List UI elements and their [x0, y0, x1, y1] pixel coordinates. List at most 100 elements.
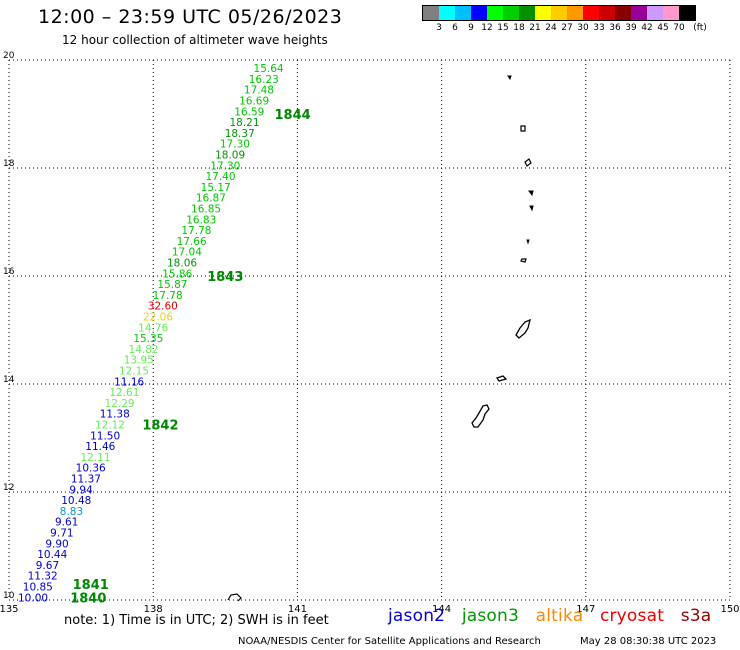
wave-height-label: 14.76 [138, 322, 168, 334]
wave-height-label: 9.61 [55, 517, 78, 529]
wave-height-label: 17.04 [172, 247, 202, 259]
legend-label: 18 [513, 23, 525, 33]
wave-height-label: 15.64 [254, 63, 284, 75]
island-alamagan [528, 190, 534, 197]
wave-height-label: 32.60 [148, 301, 178, 313]
legend-swatch [423, 6, 439, 20]
satellite-s3a: s3a [680, 606, 712, 626]
legend-swatch [615, 6, 631, 20]
chart-subtitle: 12 hour collection of altimeter wave hei… [62, 33, 328, 47]
legend-label: 70 [673, 23, 685, 33]
wave-height-label: 15.17 [201, 182, 231, 194]
wave-height-label: 18.06 [167, 258, 197, 270]
wave-height-label: 9.71 [50, 528, 73, 540]
wave-height-label: 17.48 [244, 85, 274, 97]
wave-height-label: 11.46 [85, 441, 115, 453]
x-tick-label: 138 [144, 604, 163, 615]
islands [227, 75, 534, 602]
island-guam [471, 404, 490, 428]
island-agrihan [520, 125, 526, 132]
island-guguan [529, 205, 534, 212]
legend-label: 27 [561, 23, 573, 33]
wave-height-label: 17.40 [205, 171, 235, 183]
island-saipan-tinian [515, 318, 531, 339]
timestamp: May 28 08:30:38 UTC 2023 [580, 636, 717, 647]
wave-height-label: 12.61 [109, 387, 139, 399]
wave-height-label: 16.69 [239, 96, 269, 108]
legend-swatches [422, 5, 696, 21]
x-tick-label: 141 [288, 604, 307, 615]
wave-height-label: 9.67 [36, 560, 59, 572]
wave-height-label: 15.86 [162, 268, 192, 280]
pass-number-label: 1843 [207, 270, 243, 285]
wave-height-label: 10.00 [18, 592, 48, 604]
legend-swatch [551, 6, 567, 20]
data-points: 15.6416.2317.4816.6916.5918.2118.3717.30… [18, 63, 284, 604]
legend-swatch [503, 6, 519, 20]
legend-swatch [679, 6, 695, 20]
wave-height-label: 16.87 [196, 193, 226, 205]
wave-height-label: 9.90 [45, 538, 68, 550]
legend-label: 39 [625, 23, 637, 33]
wave-height-label: 14.82 [129, 344, 159, 356]
legend-labels: 3 6 9 12 15 18 21 24 27 30 33 36 39 42 45 70 (ft) [422, 21, 707, 33]
wave-height-label: 12.15 [119, 366, 149, 378]
wave-height-label: 12.29 [105, 398, 135, 410]
y-tick-label: 16 [3, 267, 15, 277]
wave-height-label: 10.44 [37, 549, 67, 561]
legend-label: 45 [657, 23, 669, 33]
legend-label: 21 [529, 23, 541, 33]
island-anatahan [520, 258, 527, 263]
legend-swatch [487, 6, 503, 20]
legend-swatch [471, 6, 487, 20]
legend-label: 33 [593, 23, 605, 33]
satellite-cryosat: cryosat [599, 606, 665, 626]
wave-height-label: 12.11 [80, 452, 110, 464]
island-farallon [507, 75, 512, 81]
credit-text: NOAA/NESDIS Center for Satellite Applica… [238, 636, 541, 647]
color-legend: 3 6 9 12 15 18 21 24 27 30 33 36 39 42 45 70 (ft) [422, 5, 707, 33]
wave-height-label: 17.30 [220, 139, 250, 151]
x-tick-label: 144 [432, 604, 451, 615]
x-tick-label: 150 [720, 604, 739, 615]
satellite-jason2: jason2 [388, 606, 446, 626]
legend-label: 30 [577, 23, 589, 33]
wave-height-label: 15.35 [133, 333, 163, 345]
legend-swatch [439, 6, 455, 20]
wave-height-label: 13.95 [124, 355, 154, 367]
legend-label: 36 [609, 23, 621, 33]
island-small-south [227, 593, 242, 602]
legend-label: 9 [468, 23, 474, 33]
legend-swatch [519, 6, 535, 20]
pass-number-label: 1842 [142, 419, 178, 434]
wave-height-label: 18.21 [229, 117, 259, 129]
wave-height-label: 16.85 [191, 204, 221, 216]
satellite-altika: altika [535, 606, 584, 626]
wave-height-label: 15.87 [157, 279, 187, 291]
y-tick-label: 18 [3, 159, 15, 169]
legend-label: 3 [436, 23, 442, 33]
wave-height-label: 16.23 [249, 74, 279, 86]
legend-label: 24 [545, 23, 557, 33]
legend-swatch [663, 6, 679, 20]
pass-number-label: 1840 [70, 591, 106, 606]
wave-height-label: 11.37 [71, 474, 101, 486]
wave-height-label: 17.66 [177, 236, 207, 248]
wave-height-label: 10.36 [76, 463, 106, 475]
y-tick-label: 12 [3, 483, 14, 493]
legend-label: 42 [641, 23, 653, 33]
y-tick-label: 14 [3, 375, 15, 385]
wave-height-label: 12.12 [95, 420, 125, 432]
legend-unit: (ft) [693, 23, 707, 33]
wave-height-label: 8.83 [60, 506, 83, 518]
satellite-list: jason2 jason3 altika cryosat s3a [388, 606, 722, 626]
legend-swatch [535, 6, 551, 20]
wave-height-label: 16.59 [234, 106, 264, 118]
y-tick-label: 10 [3, 591, 15, 601]
wave-height-label: 16.83 [186, 214, 216, 226]
legend-swatch [583, 6, 599, 20]
legend-label: 15 [497, 23, 509, 33]
y-tick-label: 20 [3, 51, 15, 61]
